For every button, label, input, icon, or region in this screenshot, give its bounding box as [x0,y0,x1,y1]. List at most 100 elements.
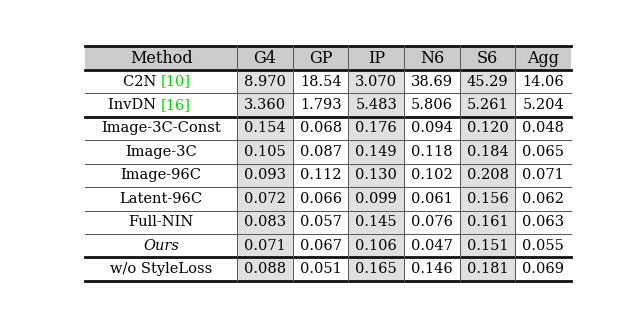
Text: w/o StyleLoss: w/o StyleLoss [110,262,212,276]
Text: 0.069: 0.069 [522,262,564,276]
Text: 0.156: 0.156 [467,192,508,206]
Text: 38.69: 38.69 [411,75,453,88]
Text: 0.120: 0.120 [467,122,508,135]
Text: 0.161: 0.161 [467,215,508,229]
Text: 0.065: 0.065 [522,145,564,159]
Bar [348,234,404,258]
Text: 0.055: 0.055 [522,239,564,253]
Bar [404,117,460,140]
Bar [85,164,237,187]
Text: 0.118: 0.118 [411,145,452,159]
Bar [348,258,404,281]
Bar [292,70,348,93]
Bar [292,164,348,187]
Bar [292,187,348,211]
Text: 3.070: 3.070 [355,75,397,88]
Text: 1.793: 1.793 [300,98,341,112]
Bar [85,187,237,211]
Bar [85,140,237,164]
Text: 0.083: 0.083 [244,215,286,229]
Bar [404,258,460,281]
Text: Full-NIN: Full-NIN [129,215,194,229]
Text: C2N: C2N [123,75,161,88]
Bar [348,164,404,187]
Text: 0.068: 0.068 [300,122,342,135]
Text: 0.051: 0.051 [300,262,342,276]
Text: Image-3C: Image-3C [125,145,197,159]
Bar [515,211,571,234]
Bar [292,258,348,281]
Bar [237,93,292,117]
Text: 0.208: 0.208 [467,168,509,182]
Bar [515,234,571,258]
Text: 0.047: 0.047 [411,239,453,253]
Bar [515,187,571,211]
Text: Method: Method [130,50,193,67]
Text: Image-96C: Image-96C [120,168,202,182]
Text: 0.151: 0.151 [467,239,508,253]
Text: 0.099: 0.099 [355,192,397,206]
Bar [292,140,348,164]
Bar [515,70,571,93]
Bar [85,211,237,234]
Bar [237,70,292,93]
Text: 5.204: 5.204 [522,98,564,112]
Text: 0.130: 0.130 [355,168,397,182]
Text: 0.061: 0.061 [411,192,453,206]
Text: [16]: [16] [161,98,191,112]
Bar [292,93,348,117]
Text: 0.146: 0.146 [411,262,452,276]
Text: 0.071: 0.071 [522,168,564,182]
Text: N6: N6 [420,50,444,67]
Bar [292,117,348,140]
Text: 0.057: 0.057 [300,215,342,229]
Text: 3.360: 3.360 [244,98,286,112]
Bar [460,258,515,281]
Text: GP: GP [309,50,332,67]
Bar [85,93,237,117]
Bar [85,117,237,140]
Text: 0.087: 0.087 [300,145,342,159]
Bar [404,70,460,93]
Text: 0.072: 0.072 [244,192,286,206]
Text: 0.088: 0.088 [244,262,286,276]
Bar [515,140,571,164]
Bar [348,93,404,117]
Text: 0.094: 0.094 [411,122,453,135]
Text: Agg: Agg [527,50,559,67]
Text: 0.184: 0.184 [467,145,508,159]
Text: InvDN: InvDN [108,98,161,112]
Bar [460,187,515,211]
Bar [460,211,515,234]
Bar [348,70,404,93]
Text: 0.165: 0.165 [355,262,397,276]
Bar [460,140,515,164]
Text: Latent-96C: Latent-96C [120,192,203,206]
Bar [515,117,571,140]
Text: 0.076: 0.076 [411,215,453,229]
Text: 0.062: 0.062 [522,192,564,206]
Bar [404,187,460,211]
Text: 0.063: 0.063 [522,215,564,229]
Text: 5.483: 5.483 [355,98,397,112]
Text: 14.06: 14.06 [522,75,564,88]
Bar [515,164,571,187]
Text: 0.181: 0.181 [467,262,508,276]
Bar [348,187,404,211]
Bar [348,140,404,164]
Bar [515,93,571,117]
Bar [85,46,571,70]
Text: 0.067: 0.067 [300,239,342,253]
Bar [404,93,460,117]
Text: 0.102: 0.102 [411,168,452,182]
Text: IP: IP [368,50,385,67]
Bar [460,70,515,93]
Bar [348,211,404,234]
Text: S6: S6 [477,50,498,67]
Text: 0.112: 0.112 [300,168,341,182]
Bar [404,211,460,234]
Bar [237,140,292,164]
Bar [460,234,515,258]
Bar [237,211,292,234]
Bar [460,93,515,117]
